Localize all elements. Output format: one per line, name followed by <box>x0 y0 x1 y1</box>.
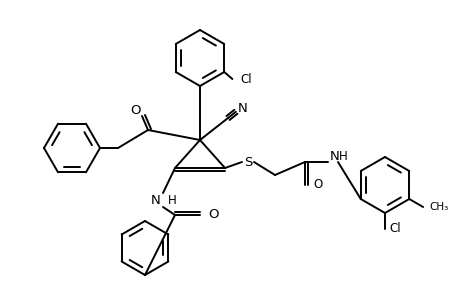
Text: N: N <box>237 102 247 115</box>
Text: Cl: Cl <box>240 73 252 85</box>
Text: H: H <box>168 194 176 208</box>
Text: N: N <box>329 149 339 163</box>
Text: O: O <box>312 178 322 191</box>
Text: H: H <box>338 149 347 163</box>
Text: N: N <box>151 194 161 208</box>
Text: CH₃: CH₃ <box>428 202 448 212</box>
Text: S: S <box>243 155 252 169</box>
Text: O: O <box>130 103 141 116</box>
Text: Cl: Cl <box>388 223 400 236</box>
Text: O: O <box>207 208 218 221</box>
